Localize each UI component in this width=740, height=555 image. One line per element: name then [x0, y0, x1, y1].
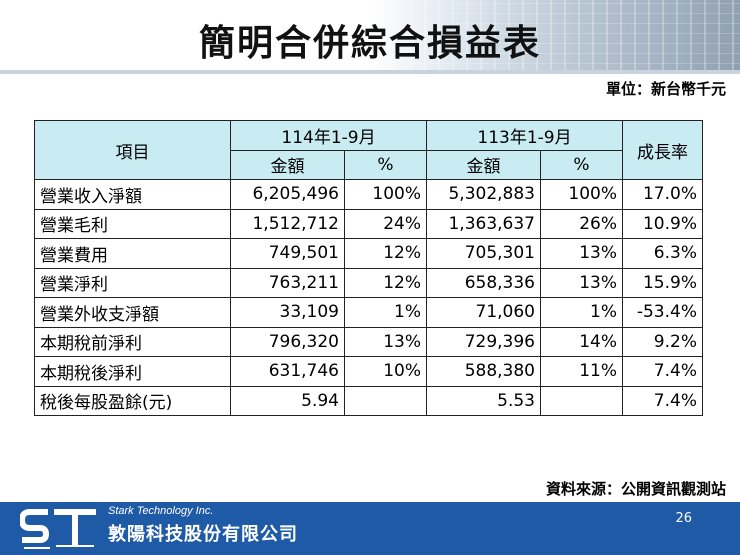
header-amount-a: 金額 — [230, 149, 345, 180]
table-row: 營業淨利 763,211 12% 658,336 13% 15.9% — [34, 267, 703, 298]
percent-a: 13% — [344, 326, 427, 357]
unit-note: 單位：新台幣千元 — [605, 80, 726, 98]
source-note: 資料來源：公開資訊觀測站 — [545, 480, 726, 498]
company-name-en: Stark Technology Inc. — [108, 505, 214, 517]
amount-b: 71,060 — [426, 297, 541, 328]
amount-a: 796,320 — [230, 326, 345, 357]
title-banner — [0, 0, 740, 74]
growth-rate: 6.3% — [622, 238, 703, 269]
amount-b: 705,301 — [426, 238, 541, 269]
header-amount-b: 金額 — [426, 149, 541, 180]
table-row: 本期稅後淨利 631,746 10% 588,380 11% 7.4% — [34, 356, 703, 387]
amount-b: 1,363,637 — [426, 208, 541, 239]
amount-a: 749,501 — [230, 238, 345, 269]
growth-rate: -53.4% — [622, 297, 703, 328]
percent-b: 11% — [540, 356, 623, 387]
percent-a: 1% — [344, 297, 427, 328]
company-name-zh: 敦陽科技股份有限公司 — [108, 524, 298, 545]
growth-rate: 7.4% — [622, 356, 703, 387]
amount-b: 588,380 — [426, 356, 541, 387]
percent-b — [540, 385, 623, 416]
header-item: 項目 — [34, 120, 231, 180]
row-label: 稅後每股盈餘(元) — [34, 385, 231, 416]
header-period-a: 114年1-9月 — [230, 120, 427, 151]
percent-a: 12% — [344, 238, 427, 269]
income-statement-table: 項目 114年1-9月 113年1-9月 成長率 金額 % 金額 % 營業收入淨… — [34, 120, 703, 416]
percent-b: 26% — [540, 208, 623, 239]
percent-b: 1% — [540, 297, 623, 328]
table-row: 營業費用 749,501 12% 705,301 13% 6.3% — [34, 238, 703, 269]
amount-a: 5.94 — [230, 385, 345, 416]
growth-rate: 17.0% — [622, 179, 703, 210]
amount-a: 33,109 — [230, 297, 345, 328]
percent-b: 100% — [540, 179, 623, 210]
header-period-b: 113年1-9月 — [426, 120, 623, 151]
row-label: 本期稅前淨利 — [34, 326, 231, 357]
amount-a: 1,512,712 — [230, 208, 345, 239]
growth-rate: 9.2% — [622, 326, 703, 357]
stark-logo-icon — [20, 509, 96, 549]
percent-a — [344, 385, 427, 416]
header-pct-a: % — [344, 149, 427, 180]
amount-b: 5.53 — [426, 385, 541, 416]
table-row: 營業收入淨額 6,205,496 100% 5,302,883 100% 17.0% — [34, 179, 703, 210]
row-label: 本期稅後淨利 — [34, 356, 231, 387]
table-row: 稅後每股盈餘(元) 5.94 5.53 7.4% — [34, 385, 703, 416]
amount-a: 763,211 — [230, 267, 345, 298]
growth-rate: 10.9% — [622, 208, 703, 239]
percent-a: 12% — [344, 267, 427, 298]
growth-rate: 15.9% — [622, 267, 703, 298]
table-row: 本期稅前淨利 796,320 13% 729,396 14% 9.2% — [34, 326, 703, 357]
percent-a: 10% — [344, 356, 427, 387]
header-growth: 成長率 — [622, 120, 703, 180]
building-background — [410, 0, 740, 74]
percent-b: 14% — [540, 326, 623, 357]
amount-b: 658,336 — [426, 267, 541, 298]
header-pct-b: % — [540, 149, 623, 180]
row-label: 營業收入淨額 — [34, 179, 231, 210]
row-label: 營業淨利 — [34, 267, 231, 298]
table-row: 營業毛利 1,512,712 24% 1,363,637 26% 10.9% — [34, 208, 703, 239]
percent-a: 24% — [344, 208, 427, 239]
amount-b: 5,302,883 — [426, 179, 541, 210]
page-title: 簡明合併綜合損益表 — [198, 23, 541, 64]
percent-b: 13% — [540, 267, 623, 298]
footer-bar — [0, 502, 740, 555]
row-label: 營業外收支淨額 — [34, 297, 231, 328]
amount-b: 729,396 — [426, 326, 541, 357]
table-row: 營業外收支淨額 33,109 1% 71,060 1% -53.4% — [34, 297, 703, 328]
row-label: 營業毛利 — [34, 208, 231, 239]
amount-a: 631,746 — [230, 356, 345, 387]
growth-rate: 7.4% — [622, 385, 703, 416]
amount-a: 6,205,496 — [230, 179, 345, 210]
percent-a: 100% — [344, 179, 427, 210]
percent-b: 13% — [540, 238, 623, 269]
page-number: 26 — [675, 511, 692, 526]
row-label: 營業費用 — [34, 238, 231, 269]
